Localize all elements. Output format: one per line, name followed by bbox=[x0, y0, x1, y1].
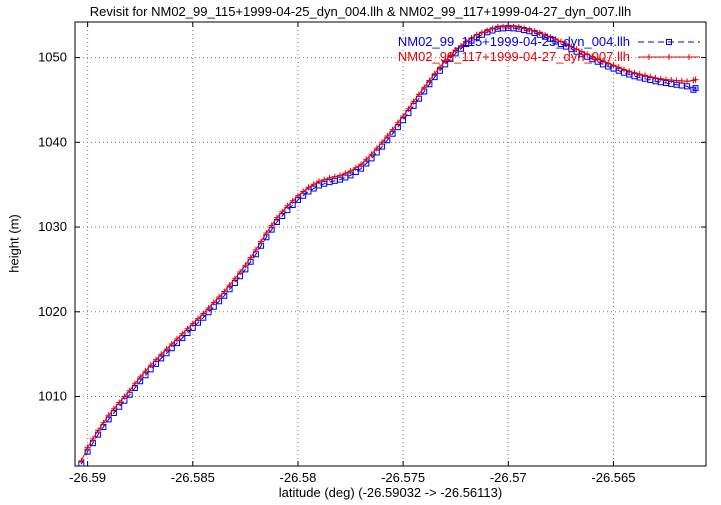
series-line bbox=[80, 25, 696, 462]
y-tick-label: 1010 bbox=[38, 389, 67, 404]
x-tick-label: -26.58 bbox=[280, 470, 317, 485]
series-markers bbox=[78, 23, 699, 464]
series-group bbox=[78, 23, 699, 466]
x-tick-label: -26.59 bbox=[69, 470, 106, 485]
legend-sample-marker bbox=[666, 39, 672, 45]
x-tick-label: -26.57 bbox=[490, 470, 527, 485]
series-line bbox=[80, 27, 696, 465]
chart-title: Revisit for NM02_99_115+1999-04-25_dyn_0… bbox=[89, 4, 632, 19]
x-tick-label: -26.565 bbox=[591, 470, 635, 485]
legend-sample-marker bbox=[646, 54, 692, 60]
y-tick-label: 1020 bbox=[38, 304, 67, 319]
plot-border bbox=[74, 21, 707, 467]
y-tick-label: 1040 bbox=[38, 134, 67, 149]
x-tick-label: -26.585 bbox=[171, 470, 215, 485]
series-markers bbox=[78, 24, 699, 466]
legend-label: NM02_99_115+1999-04-25_dyn_004.llh bbox=[398, 34, 630, 49]
legend-label: NM02_99_117+1999-04-27_dyn_007.llh bbox=[398, 49, 630, 64]
x-tick-label: -26.575 bbox=[381, 470, 425, 485]
y-tick-label: 1050 bbox=[38, 50, 67, 65]
y-tick-label: 1030 bbox=[38, 219, 67, 234]
x-axis-title: latitude (deg) (-26.59032 -> -26.56113) bbox=[278, 485, 503, 500]
